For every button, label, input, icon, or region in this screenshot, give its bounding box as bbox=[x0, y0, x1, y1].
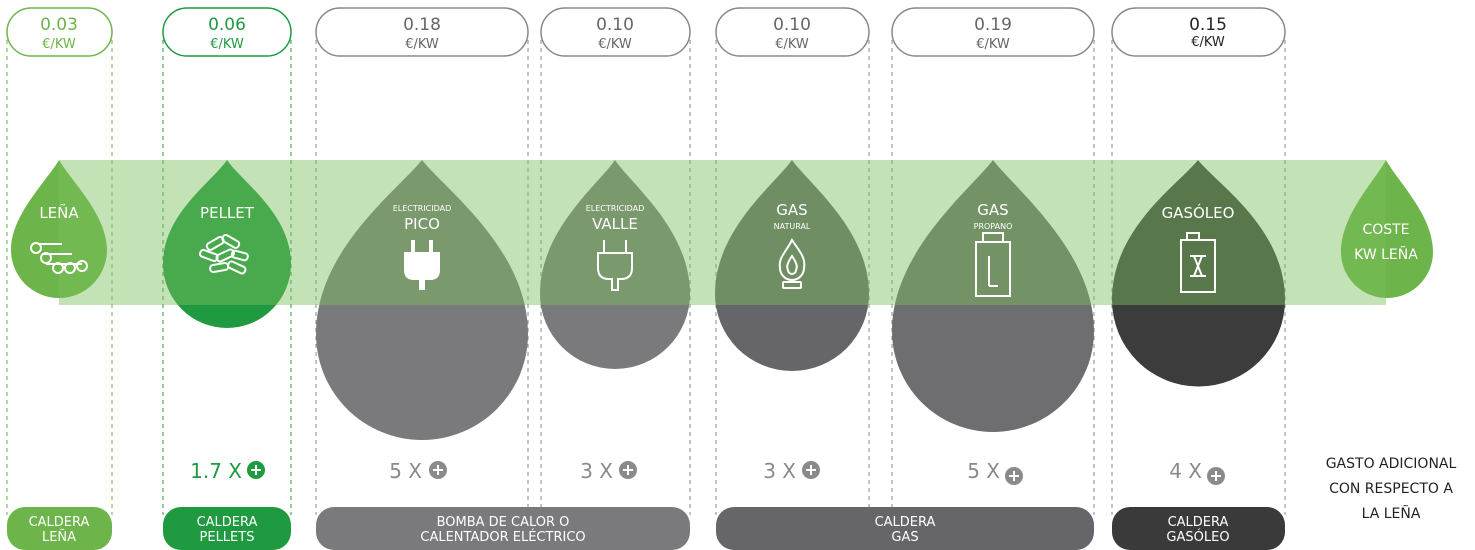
multiplier-pellet: 1.7 X bbox=[190, 459, 242, 483]
legend: GASTO ADICIONAL CON RESPECTO A LA LEÑA bbox=[1326, 456, 1457, 522]
price-value-gasoleo: 0.15 bbox=[1189, 15, 1227, 35]
drop-natural bbox=[715, 160, 869, 371]
reference-band bbox=[59, 160, 1386, 305]
category-gas-line1: CALDERA bbox=[875, 515, 936, 530]
title-propano: GAS bbox=[977, 201, 1008, 219]
price-pill-lena bbox=[6, 7, 113, 57]
sub-natural: NATURAL bbox=[774, 222, 811, 231]
gas-cylinder-icon bbox=[975, 232, 1011, 297]
category-pellet-line2: PELLETS bbox=[200, 530, 255, 545]
category-labels: CALDERA LEÑA CALDERA PELLETS BOMBA DE CA… bbox=[29, 515, 1230, 545]
price-pills bbox=[6, 7, 1286, 57]
title-pico: PICO bbox=[404, 215, 440, 233]
category-bar-lena bbox=[7, 507, 112, 550]
multiplier-valle: 3 X bbox=[580, 459, 613, 483]
drop-lena bbox=[11, 160, 107, 298]
category-bar-gasoleo bbox=[1112, 507, 1285, 550]
price-unit-gasoleo: €/KW bbox=[1191, 35, 1225, 50]
price-unit-lena: €/KW bbox=[42, 37, 76, 52]
category-electric-line2: CALENTADOR ELÉCTRICO bbox=[420, 529, 585, 545]
category-lena-line1: CALDERA bbox=[29, 515, 90, 530]
drop-valle bbox=[540, 160, 690, 369]
pellets-icon bbox=[199, 234, 249, 275]
plus-badges bbox=[247, 461, 1225, 485]
firewood-icon bbox=[30, 242, 88, 274]
multipliers: 1.7 X 5 X 3 X 3 X 5 X 4 X bbox=[190, 459, 1202, 483]
jerrycan-icon bbox=[1180, 232, 1216, 293]
title-gasoleo: GASÓLEO bbox=[1162, 203, 1235, 222]
multiplier-propano: 5 X bbox=[967, 459, 1000, 483]
drop-pico bbox=[316, 160, 528, 440]
price-unit-pico: €/KW bbox=[405, 37, 439, 52]
price-value-valle: 0.10 bbox=[596, 15, 634, 35]
pre-pico: ELECTRICIDAD bbox=[393, 204, 452, 213]
title-valle: VALLE bbox=[592, 215, 638, 233]
reference-line2: KW LEÑA bbox=[1354, 246, 1418, 263]
reference-line1: COSTE bbox=[1362, 222, 1409, 238]
flame-icon bbox=[778, 238, 806, 289]
category-gasoleo-line1: CALDERA bbox=[1168, 515, 1229, 530]
category-lena-line2: LEÑA bbox=[42, 529, 76, 545]
plus-icon bbox=[1207, 467, 1225, 485]
category-bar-gas bbox=[716, 507, 1094, 550]
price-texts: 0.03 €/KW 0.06 €/KW 0.18 €/KW 0.10 €/KW … bbox=[40, 15, 1227, 52]
legend-line1: GASTO ADICIONAL bbox=[1326, 456, 1457, 472]
category-bar-pellet bbox=[163, 507, 291, 550]
price-unit-valle: €/KW bbox=[598, 37, 632, 52]
multiplier-natural: 3 X bbox=[763, 459, 796, 483]
price-value-pellet: 0.06 bbox=[208, 15, 246, 35]
price-pill-propano bbox=[891, 7, 1095, 57]
category-bars bbox=[7, 507, 1285, 550]
legend-line3: LA LEÑA bbox=[1362, 505, 1421, 522]
sub-propano: PROPANO bbox=[974, 222, 1013, 231]
multiplier-gasoleo: 4 X bbox=[1169, 459, 1202, 483]
drop-titles: LEÑA PELLET ELECTRICIDAD PICO ELECTRICID… bbox=[39, 201, 1418, 263]
plus-icon bbox=[802, 461, 820, 479]
price-pill-natural bbox=[715, 7, 870, 57]
price-unit-propano: €/KW bbox=[976, 37, 1010, 52]
drop-reference bbox=[1341, 160, 1433, 298]
plus-icon bbox=[619, 461, 637, 479]
price-value-pico: 0.18 bbox=[403, 15, 441, 35]
price-unit-natural: €/KW bbox=[775, 37, 809, 52]
category-electric-line1: BOMBA DE CALOR O bbox=[437, 515, 570, 530]
category-gasoleo-line2: GASÓLEO bbox=[1166, 529, 1229, 545]
title-natural: GAS bbox=[776, 201, 807, 219]
price-value-lena: 0.03 bbox=[40, 15, 78, 35]
title-pellet: PELLET bbox=[200, 204, 255, 222]
price-value-natural: 0.10 bbox=[773, 15, 811, 35]
category-bar-electric bbox=[316, 507, 690, 550]
title-lena: LEÑA bbox=[39, 203, 79, 222]
plus-icon bbox=[247, 461, 265, 479]
pre-valle: ELECTRICIDAD bbox=[586, 204, 645, 213]
multiplier-pico: 5 X bbox=[389, 459, 422, 483]
price-unit-pellet: €/KW bbox=[210, 37, 244, 52]
price-pill-pellet bbox=[162, 7, 292, 57]
price-pill-gasoleo bbox=[1111, 7, 1286, 57]
plus-icon bbox=[429, 461, 447, 479]
price-pill-pico bbox=[315, 7, 529, 57]
drop-gasoleo bbox=[1112, 160, 1285, 387]
reference-band-shape bbox=[59, 160, 1386, 305]
price-pill-valle bbox=[540, 7, 691, 57]
column-guides bbox=[6, 40, 1286, 515]
category-gas-line2: GAS bbox=[891, 530, 918, 545]
price-value-propano: 0.19 bbox=[974, 15, 1012, 35]
legend-line2: CON RESPECTO A bbox=[1329, 481, 1453, 497]
category-pellet-line1: CALDERA bbox=[197, 515, 258, 530]
plus-icon bbox=[1005, 467, 1023, 485]
plug-outline-icon bbox=[597, 240, 633, 291]
plug-icon bbox=[404, 240, 440, 290]
